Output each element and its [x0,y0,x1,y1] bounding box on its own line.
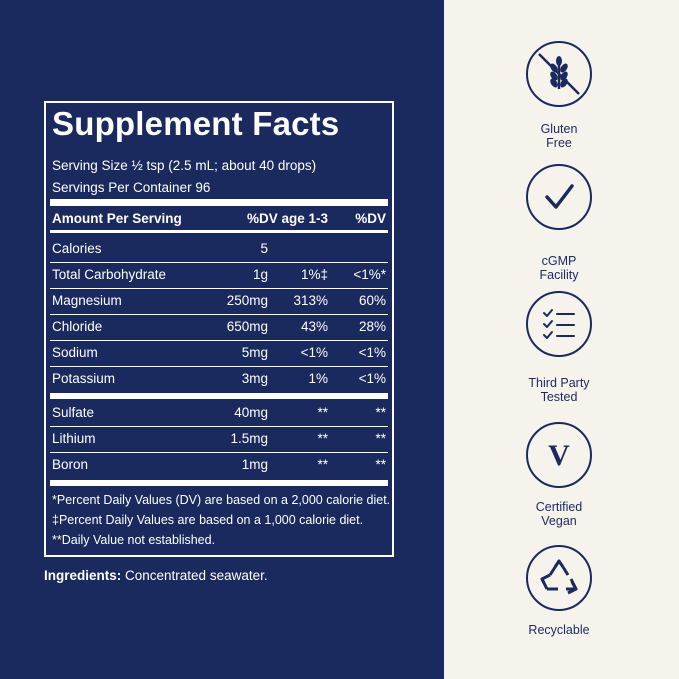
ingredients-line: Ingredients: Concentrated seawater. [44,568,268,583]
nutrient-row: Total Carbohydrate 1g 1%‡ <1%* [52,262,386,288]
vegan-v-icon: V [526,422,592,488]
nutrient-dv-child: ** [317,457,328,472]
nutrient-amount: 1.5mg [230,431,268,446]
nutrient-dv: 28% [358,319,386,334]
serving-size: Serving Size ½ tsp (2.5 mL; about 40 dro… [52,158,317,173]
nutrient-dv-child: 1% [308,371,328,386]
nutrient-name: Sulfate [52,405,95,420]
badge-label: cGMP Facility [539,254,579,282]
badge-label: Recyclable [528,623,590,637]
nutrient-dv: 60% [358,293,386,308]
badge-cgmp: cGMP Facility [524,164,594,282]
nutrient-dv: ** [375,457,386,472]
nutrient-row: Boron 1mg ** ** [52,452,386,478]
nutrient-row: Chloride 650mg 43% 28% [52,314,386,340]
ingredients-label: Ingredients: [44,568,122,583]
checklist-icon [526,291,592,357]
nutrient-name: Potassium [52,371,116,386]
nutrient-row: Magnesium 250mg 313% 60% [52,288,386,314]
footnote-not-established: **Daily Value not established. [52,533,216,547]
nutrient-dv: ** [375,431,386,446]
row-divider [50,340,388,341]
nutrient-row: Lithium 1.5mg ** ** [52,426,386,452]
footnote-dv: *Percent Daily Values (DV) are based on … [52,493,391,507]
divider-thick [50,199,388,206]
header-dv: %DV [355,211,386,226]
nutrient-dv: <1%* [353,267,386,282]
nutrient-amount: 5mg [241,345,268,360]
nutrient-dv-child: 313% [293,293,328,308]
facts-title: Supplement Facts [52,105,340,142]
nutrient-dv-child: ** [317,405,328,420]
header-amount: Amount Per Serving [52,211,182,226]
nutrient-dv: <1% [358,371,386,386]
badge-vegan: V Certified Vegan [524,422,594,528]
nutrient-dv-child: ** [317,431,328,446]
nutrient-name: Boron [52,457,89,472]
row-divider [50,452,388,453]
nutrient-amount: 650mg [226,319,268,334]
nutrient-dv-child: <1% [300,345,328,360]
recycle-icon [526,545,592,611]
divider-thick [50,393,388,399]
nutrient-name: Calories [52,241,102,256]
nutrient-row: Sodium 5mg <1% <1% [52,340,386,366]
row-divider [50,426,388,427]
nutrient-amount: 1mg [241,457,268,472]
nutrient-name: Chloride [52,319,103,334]
nutrient-amount: 40mg [234,405,268,420]
nutrient-name: Magnesium [52,293,122,308]
nutrient-row: Potassium 3mg 1% <1% [52,366,386,392]
nutrient-amount: 250mg [226,293,268,308]
footnote-dv-child: ‡Percent Daily Values are based on a 1,0… [52,513,364,527]
nutrient-amount: 3mg [241,371,268,386]
row-divider [50,366,388,367]
nutrient-row: Sulfate 40mg ** ** [52,400,386,426]
svg-text:V: V [548,439,570,472]
gluten-free-wheat-icon [526,41,592,107]
checkmark-icon [526,164,592,230]
badge-label: Third Party Tested [528,376,590,404]
nutrient-dv: <1% [358,345,386,360]
badge-recyclable: Recyclable [524,545,594,637]
badge-label: Certified Vegan [535,500,583,528]
nutrient-name: Sodium [52,345,98,360]
row-divider [50,314,388,315]
product-info-panel [0,0,444,679]
ingredients-text: Concentrated seawater. [121,568,268,583]
badge-gluten-free: Gluten Free [524,41,594,150]
divider-medium [50,230,388,233]
nutrient-row: Calories 5 [52,236,386,262]
nutrient-amount: 1g [252,267,268,282]
badge-label: Gluten Free [540,122,578,150]
header-dv-child: %DV age 1-3 [246,211,328,226]
nutrient-dv-child: 1%‡ [300,267,328,282]
supplement-facts-label: Supplement Facts Serving Size ½ tsp (2.5… [44,101,394,557]
nutrient-name: Lithium [52,431,96,446]
badge-third-party: Third Party Tested [524,291,594,404]
nutrient-dv: ** [375,405,386,420]
nutrient-amount: 5 [260,241,268,256]
row-divider [50,288,388,289]
nutrient-dv-child: 43% [300,319,328,334]
servings-per-container: Servings Per Container 96 [52,180,211,195]
row-divider [50,262,388,263]
nutrient-name: Total Carbohydrate [52,267,167,282]
divider-thick [50,480,388,486]
